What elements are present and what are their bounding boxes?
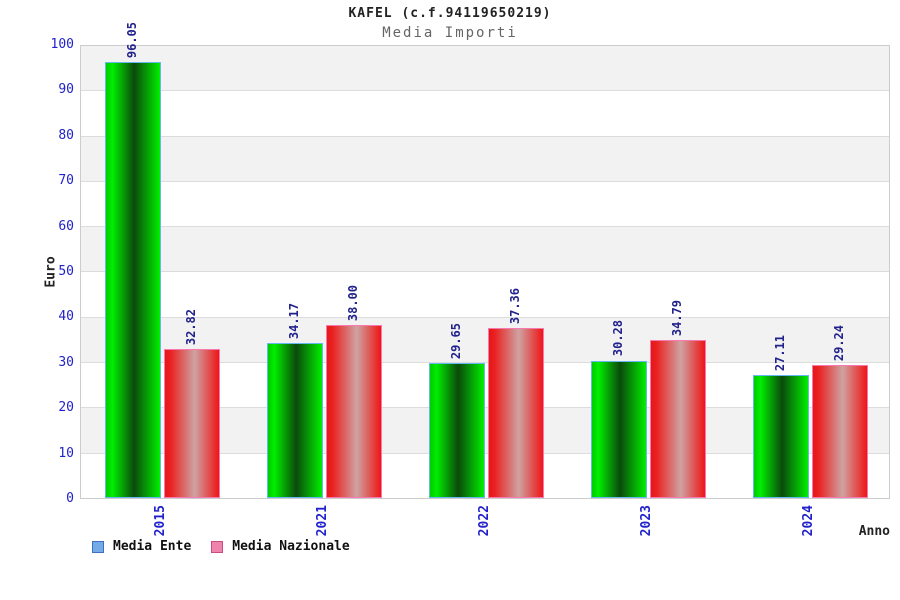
bar-media-ente bbox=[591, 360, 647, 498]
plot-band bbox=[81, 271, 889, 317]
bar-media-ente bbox=[105, 61, 161, 498]
y-tick-label: 0 bbox=[66, 491, 74, 506]
x-tick-label-2021: 2021 bbox=[315, 505, 330, 537]
x-axis-title: Anno bbox=[858, 524, 890, 539]
bar-value-label: 34.79 bbox=[670, 299, 684, 337]
bar-media-nazionale bbox=[650, 340, 706, 498]
bar-media-nazionale bbox=[164, 349, 220, 498]
plot-area: 96.05 32.82 34.17 38.00 29.65 37.36 30.28 34.79… bbox=[80, 22, 891, 499]
y-tick-label: 70 bbox=[58, 173, 74, 189]
bars-layer: 96.05 32.82 34.17 38.00 29.65 37.36 30.28 34.79… bbox=[81, 22, 891, 498]
y-tick-label: 50 bbox=[58, 264, 74, 279]
y-tick-label: 30 bbox=[58, 354, 74, 370]
bar-group-2022: 29.65 37.36 bbox=[405, 46, 567, 498]
y-tick-label: 80 bbox=[58, 127, 74, 143]
chart-legend: Media Ente Media Nazionale bbox=[92, 539, 350, 554]
y-tick-label: 40 bbox=[58, 309, 74, 325]
y-axis-tick-labels: 0 10 20 30 40 50 60 70 80 90 100 bbox=[0, 37, 74, 506]
plot-band bbox=[81, 46, 889, 91]
bar-value-label: 96.05 bbox=[125, 21, 139, 58]
chart-title: KAFEL (c.f.94119650219) bbox=[348, 6, 552, 21]
bar-group-2015: 96.05 32.82 bbox=[81, 22, 243, 498]
x-tick-label-2024: 2024 bbox=[801, 505, 816, 537]
y-tick-label: 90 bbox=[58, 82, 74, 98]
bar-media-ente bbox=[429, 363, 485, 498]
x-tick-label-2023: 2023 bbox=[639, 505, 654, 537]
bar-value-label: 32.82 bbox=[184, 308, 198, 345]
y-tick-label: 20 bbox=[58, 400, 74, 416]
legend-label: Media Nazionale bbox=[232, 539, 350, 554]
bar-value-label: 27.11 bbox=[773, 334, 787, 371]
bar-media-ente bbox=[267, 342, 323, 498]
bar-value-label: 38.00 bbox=[346, 285, 360, 322]
bar-value-label: 29.65 bbox=[449, 323, 463, 360]
y-tick-label: 10 bbox=[58, 445, 74, 461]
bar-group-2023: 30.28 34.79 bbox=[567, 46, 729, 498]
plot-band bbox=[81, 90, 889, 136]
bar-media-ente bbox=[753, 374, 809, 498]
y-tick-label: 60 bbox=[58, 218, 74, 234]
legend-item-media-ente: Media Ente bbox=[92, 539, 191, 554]
chart-subtitle: Media Importi bbox=[382, 25, 518, 41]
plot-band bbox=[81, 135, 889, 181]
bar-media-nazionale bbox=[326, 325, 382, 498]
bar-value-label: 37.36 bbox=[508, 288, 522, 325]
x-tick-label-2015: 2015 bbox=[153, 505, 168, 537]
bar-value-label: 29.24 bbox=[832, 325, 846, 362]
legend-swatch-icon bbox=[211, 540, 224, 553]
legend-item-media-nazionale: Media Nazionale bbox=[211, 539, 350, 554]
bar-value-label: 34.17 bbox=[287, 302, 301, 339]
legend-label: Media Ente bbox=[113, 539, 192, 554]
bar-group-2021: 34.17 38.00 bbox=[243, 46, 405, 498]
bar-media-nazionale bbox=[488, 328, 544, 498]
bar-value-label: 30.28 bbox=[611, 320, 625, 357]
bar-group-2024: 27.11 29.24 bbox=[729, 46, 891, 498]
legend-swatch-icon bbox=[92, 540, 104, 553]
x-tick-label-2022: 2022 bbox=[477, 505, 492, 537]
y-tick-label: 100 bbox=[50, 37, 74, 52]
plot-band bbox=[81, 180, 889, 227]
plot-band bbox=[81, 226, 889, 272]
bar-media-nazionale bbox=[812, 365, 868, 498]
